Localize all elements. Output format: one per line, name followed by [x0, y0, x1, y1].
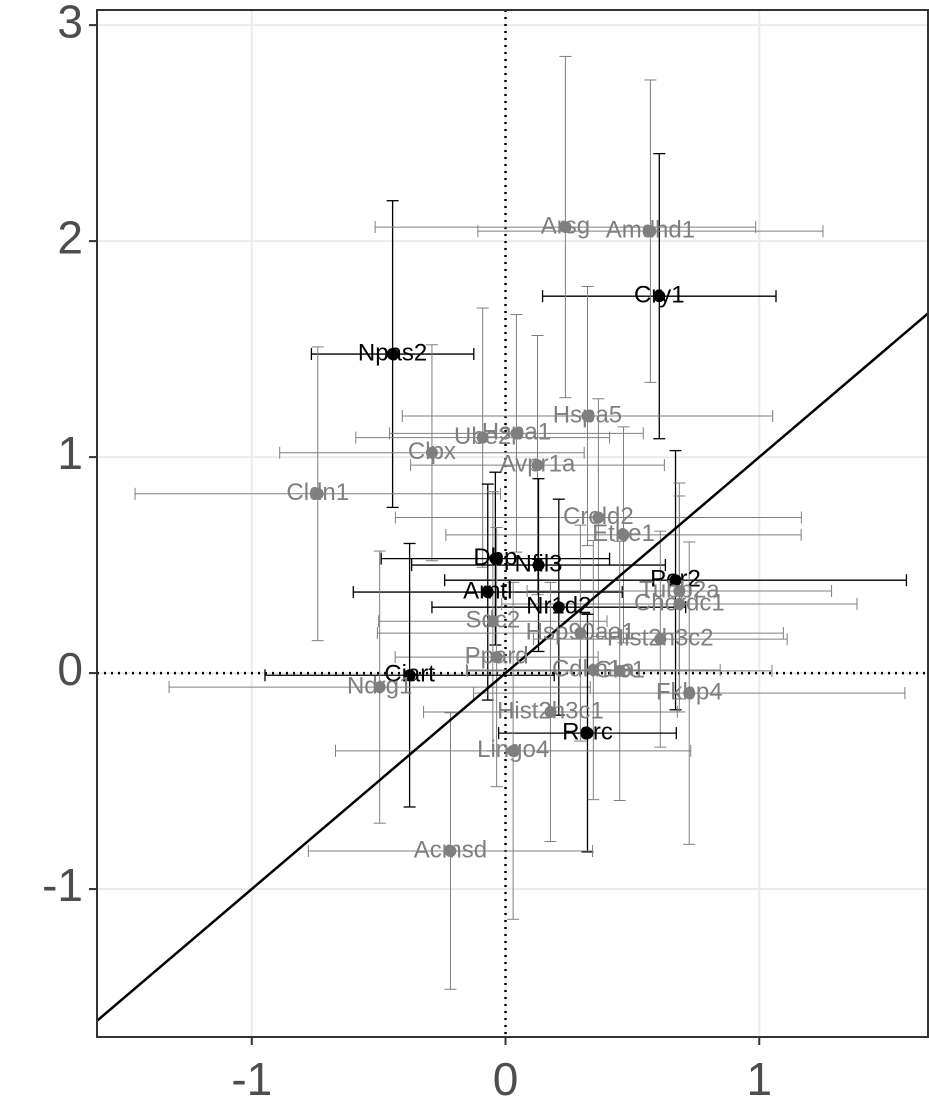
point-label: Lingo4: [477, 736, 549, 763]
y-tick-label: 2: [57, 211, 83, 263]
point-label: Ethe1: [592, 520, 655, 547]
point-label: Nr1d2: [526, 593, 591, 620]
point: [617, 528, 630, 541]
point: [507, 744, 520, 757]
point-label: Rorc: [562, 718, 613, 745]
point-label: Ppard: [465, 642, 529, 669]
point-label: Fkbp4: [656, 678, 723, 705]
point-label: Npas2: [358, 339, 427, 366]
point: [653, 290, 666, 303]
point: [531, 459, 544, 472]
point: [673, 597, 686, 610]
point: [683, 687, 696, 700]
point: [581, 727, 594, 740]
y-tick-label: 0: [57, 643, 83, 695]
y-tick-label: -1: [42, 859, 83, 911]
y-tick-label: 3: [57, 0, 83, 47]
point-label: Glo1: [594, 656, 645, 683]
point: [552, 601, 565, 614]
point-label: Clpx: [408, 438, 456, 465]
x-tick-label: -1: [231, 1053, 272, 1104]
point: [476, 431, 489, 444]
point-label: Avpr1a: [500, 450, 576, 477]
point-label: Acmsd: [414, 836, 487, 863]
point-label: Arsg: [541, 212, 590, 239]
point-label: Sdc2: [465, 607, 520, 634]
point-label: Amdhd1: [606, 217, 695, 244]
point: [373, 681, 386, 694]
point-label: Chordc1: [634, 589, 725, 616]
point: [489, 552, 502, 565]
point-label: Creld2: [563, 503, 634, 530]
point: [592, 511, 605, 524]
point-label: Ube2: [454, 423, 511, 450]
point: [481, 586, 494, 599]
identity-line: [96, 312, 929, 1022]
point: [386, 348, 399, 361]
panel-border: [96, 9, 929, 1038]
point-label: Nfil3: [515, 550, 563, 577]
point: [544, 705, 557, 718]
point: [587, 664, 600, 677]
point: [444, 845, 457, 858]
point: [669, 574, 682, 587]
point: [654, 633, 667, 646]
point-label: Cldn1: [286, 479, 349, 506]
point-label: Ndrg1: [347, 672, 412, 699]
point-label: Hist2h3c2: [607, 625, 714, 652]
point: [673, 584, 686, 597]
point: [532, 559, 545, 572]
point-label: Ciart: [384, 661, 435, 688]
point: [574, 627, 587, 640]
point: [425, 446, 438, 459]
point: [510, 427, 523, 440]
point-label: Hsp90aa1: [526, 618, 635, 645]
point: [559, 221, 572, 234]
point-label: Dbp: [473, 544, 517, 571]
point: [311, 487, 324, 500]
y-tick-label: 1: [57, 427, 83, 479]
point: [403, 669, 416, 682]
point: [490, 651, 503, 664]
point-label: Hspa1: [482, 419, 551, 446]
x-tick-label: 0: [493, 1053, 519, 1104]
point-label: Hspa5: [553, 401, 622, 428]
x-tick-label: 1: [746, 1053, 772, 1104]
point-label: Arntl: [463, 577, 512, 604]
point-label: Hist2h3c1: [497, 697, 604, 724]
point: [486, 615, 499, 628]
point-label: Cry1: [634, 282, 685, 309]
point: [613, 664, 626, 677]
point: [644, 225, 657, 238]
point: [581, 410, 594, 423]
